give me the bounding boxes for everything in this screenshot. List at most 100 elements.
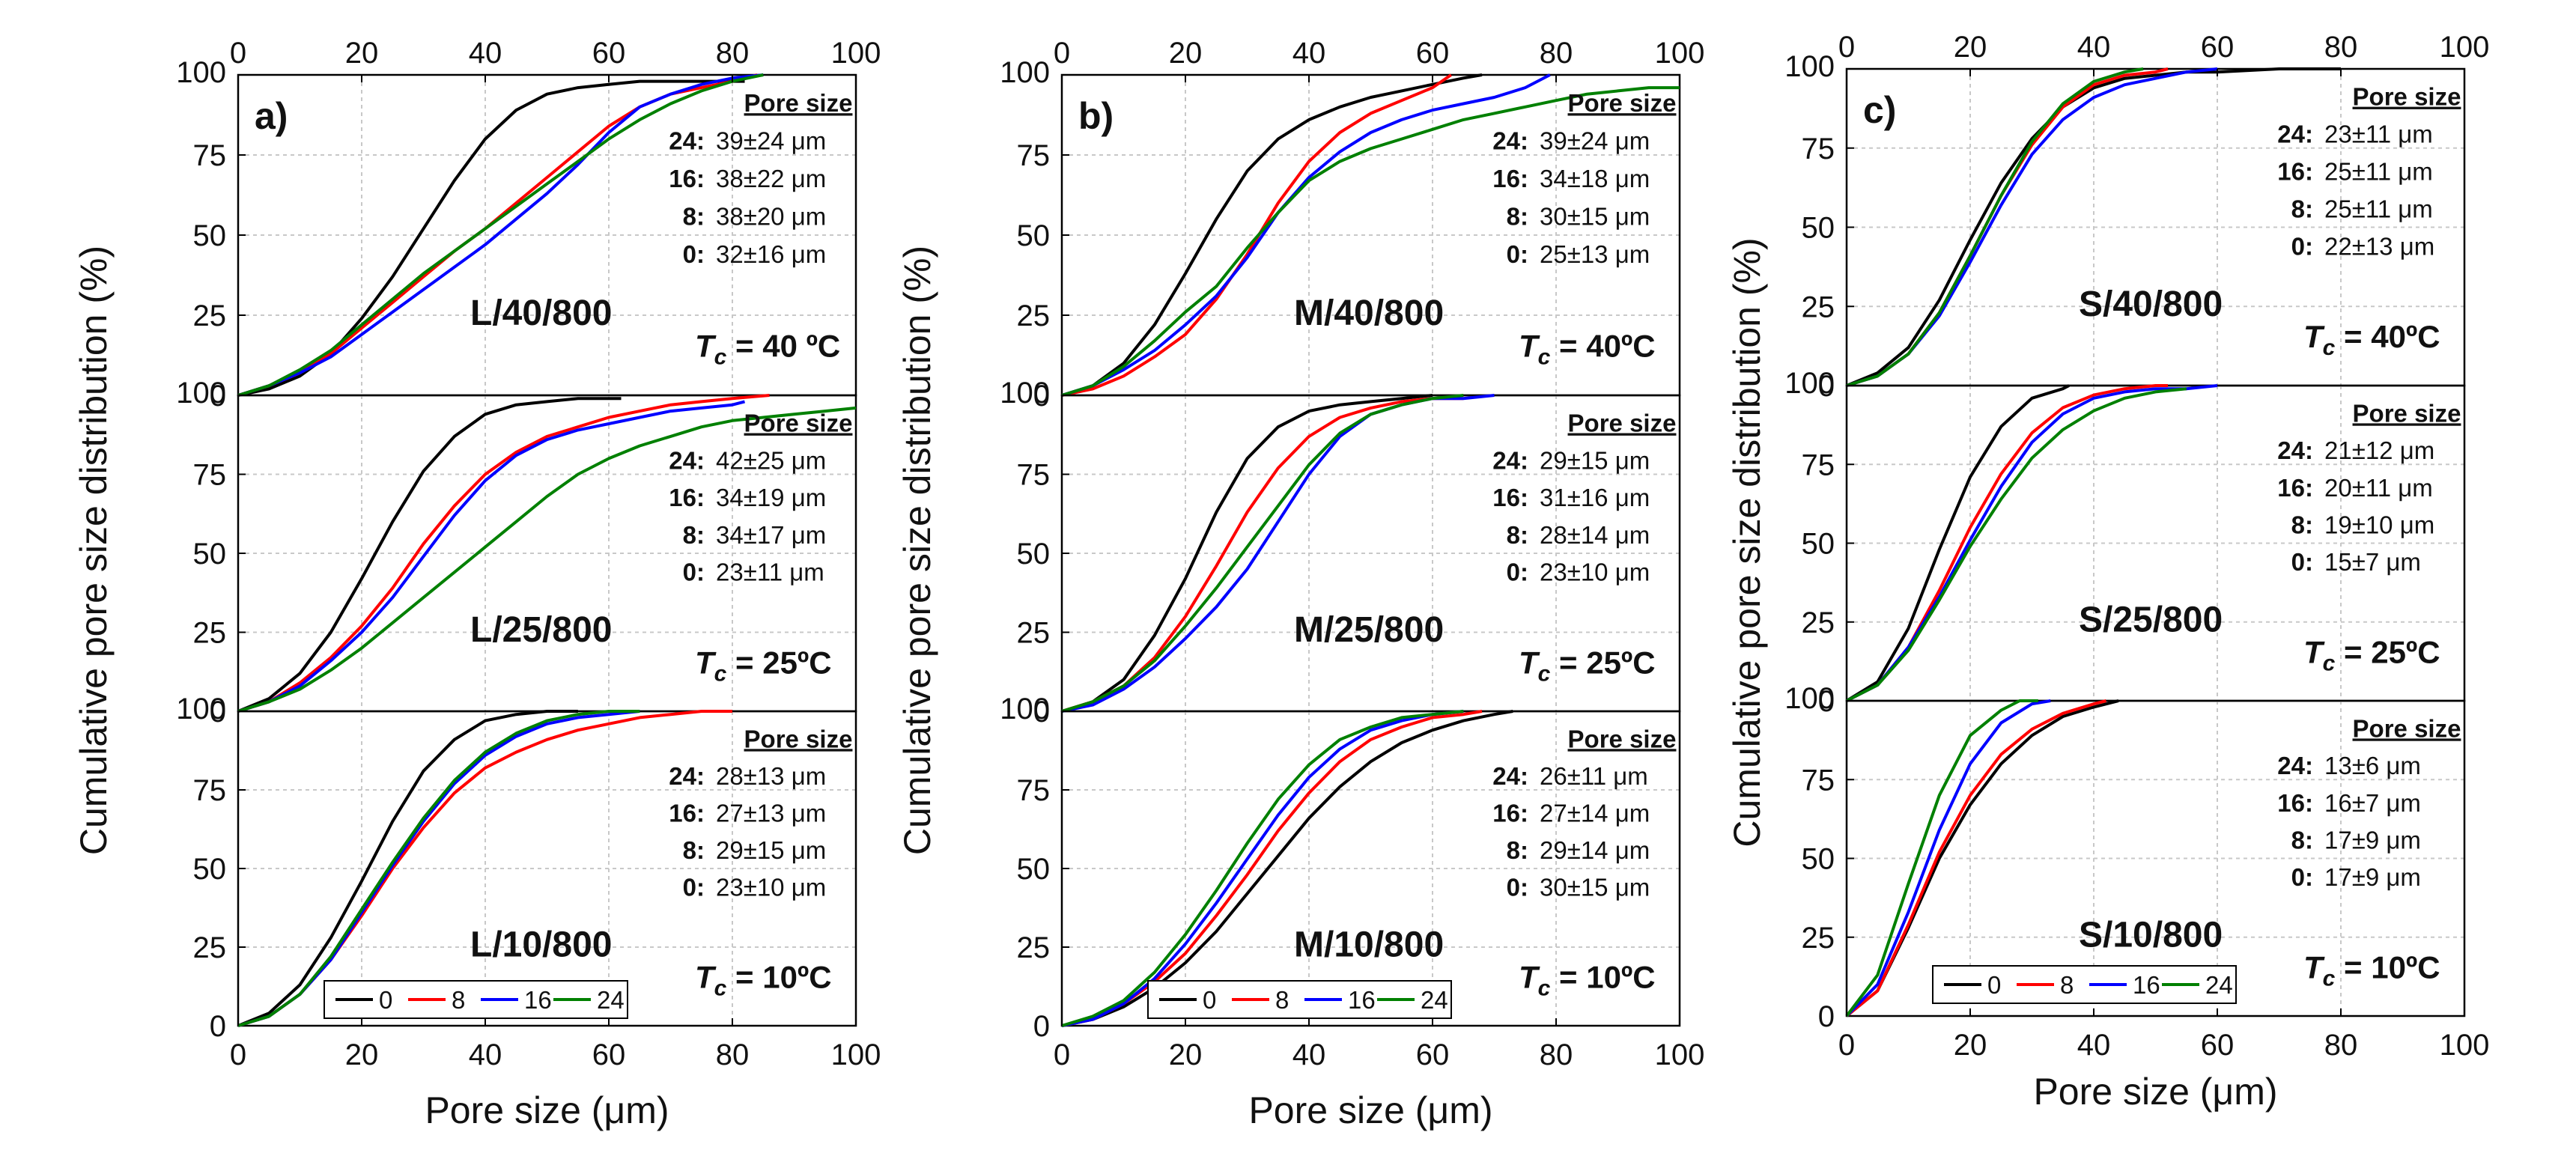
sample-label: S/10/800 (2079, 915, 2223, 955)
table-row-value: 31±16 μm (1540, 484, 1650, 511)
table-row-key: 0: (2291, 232, 2313, 260)
table-row-value: 30±15 μm (1540, 203, 1650, 231)
subplot-M/40/800: 0 25 50 75 100 Pore size 24: 39±24 μm 16: 34±18 μ… (1000, 56, 1681, 413)
subplot-L/10/800: 0 25 50 75 100 Pore size 24: 28±13 μm 16: 27±13 μ… (176, 693, 857, 1043)
table-row-key: 0: (683, 874, 705, 901)
sample-label: L/40/800 (470, 293, 612, 333)
tc-label: Tc = 10ºC (1519, 960, 1656, 1001)
panel-label: c) (1863, 89, 1896, 131)
series-line-16 (237, 73, 764, 397)
table-row-key: 8: (2291, 511, 2313, 538)
series-line-24 (237, 73, 764, 397)
table-row-key: 16: (2277, 789, 2313, 817)
subplot-S/25/800: 0 25 50 75 100 Pore size 24: 21±12 μm 16: 20±11 μ… (1784, 367, 2466, 718)
series-line-8 (237, 394, 770, 713)
y-tick-label: 100 (1000, 693, 1050, 725)
x-top-tick-label: 60 (592, 37, 626, 70)
legend-label-24: 24 (597, 986, 625, 1014)
subplot-L/25/800: 0 25 50 75 100 Pore size 24: 42±25 μm 16: 34±19 μ… (176, 377, 857, 728)
table-row-value: 22±13 μm (2324, 232, 2434, 260)
series-line-24 (1846, 387, 2187, 702)
y-tick-label: 75 (1017, 459, 1051, 492)
table-row-value: 39±24 μm (716, 127, 826, 155)
table-row-key: 8: (1507, 521, 1528, 549)
y-tick-label: 75 (1802, 448, 1835, 481)
x-top-tick-label: 60 (1416, 37, 1450, 70)
table-row-value: 38±20 μm (716, 203, 826, 231)
tc-label: Tc = 10ºC (695, 960, 832, 1001)
y-tick-label: 0 (210, 1010, 226, 1043)
panel-0: 0 25 50 75 100 Pore size 24: 39±24 μm 16: 38±22 μ… (73, 37, 881, 1131)
x-axis-label: Pore size (μm) (2033, 1071, 2277, 1113)
y-tick-label: 75 (1017, 139, 1051, 172)
tc-label: Tc = 40ºC (2303, 319, 2440, 360)
legend-label-16: 16 (1348, 986, 1376, 1014)
sample-label: M/25/800 (1294, 610, 1444, 650)
y-tick-label: 50 (193, 853, 227, 886)
table-row-key: 0: (1507, 874, 1528, 901)
y-tick-label: 100 (176, 693, 226, 725)
table-title: Pore size (1568, 725, 1677, 752)
x-top-tick-label: 100 (2440, 31, 2490, 64)
series-line-16 (1061, 73, 1551, 397)
y-axis-label: Cumulative pore size distribution (%) (1726, 237, 1768, 847)
series-line-0 (237, 397, 622, 713)
x-top-tick-label: 20 (1954, 31, 1987, 64)
table-title: Pore size (2353, 714, 2461, 742)
y-tick-label: 75 (1802, 133, 1835, 165)
x-bottom-tick-label: 100 (1655, 1038, 1705, 1071)
x-bottom-tick-label: 80 (2324, 1029, 2358, 1062)
table-row-value: 28±14 μm (1540, 521, 1650, 549)
x-top-tick-label: 100 (1655, 37, 1705, 70)
table-row-value: 23±11 μm (2324, 121, 2433, 148)
y-tick-label: 100 (176, 56, 226, 89)
table-row-key: 8: (683, 521, 705, 549)
table-row-key: 0: (1507, 559, 1528, 586)
legend-label-0: 0 (1203, 986, 1216, 1014)
table-title: Pore size (744, 410, 853, 437)
table-row-value: 23±11 μm (716, 559, 824, 586)
table-row-key: 24: (2277, 121, 2313, 148)
y-tick-label: 25 (1802, 922, 1835, 955)
series-line-24 (1061, 710, 1464, 1027)
x-axis-label: Pore size (μm) (1248, 1089, 1492, 1131)
y-tick-label: 75 (193, 459, 227, 492)
sample-label: L/25/800 (470, 610, 612, 650)
table-row-key: 24: (1492, 446, 1528, 474)
table-row-value: 32±16 μm (716, 240, 826, 268)
tc-label: Tc = 25ºC (1519, 645, 1656, 686)
table-row-key: 16: (669, 799, 705, 827)
table-row-key: 16: (1492, 484, 1528, 511)
table-row-key: 16: (1492, 799, 1528, 827)
y-tick-label: 50 (1802, 528, 1835, 561)
y-tick-label: 0 (1818, 685, 1835, 718)
table-row-key: 0: (1507, 240, 1528, 268)
x-bottom-tick-label: 20 (1169, 1038, 1203, 1071)
table-row-key: 16: (2277, 474, 2313, 502)
y-axis-label: Cumulative pore size distribution (%) (73, 246, 115, 855)
table-row-value: 27±13 μm (716, 799, 826, 827)
x-top-tick-label: 0 (230, 37, 246, 70)
y-tick-label: 100 (1784, 682, 1835, 715)
series-line-24 (1846, 67, 2144, 387)
y-tick-label: 75 (193, 139, 227, 172)
table-row-key: 8: (2291, 195, 2313, 222)
table-row-value: 25±11 μm (2324, 157, 2433, 185)
x-axis-label: Pore size (μm) (425, 1089, 669, 1131)
x-bottom-tick-label: 40 (2077, 1029, 2111, 1062)
tc-label: Tc = 25ºC (2303, 634, 2440, 675)
legend: 0 8 16 24 (1932, 965, 2237, 1004)
x-bottom-tick-label: 20 (345, 1038, 379, 1071)
table-row-value: 28±13 μm (716, 762, 826, 790)
tc-label: Tc = 40 ºC (695, 329, 840, 370)
table-title: Pore size (744, 89, 853, 117)
table-row-value: 26±11 μm (1540, 762, 1648, 790)
table-row-key: 24: (2277, 752, 2313, 779)
table-row-key: 8: (2291, 826, 2313, 854)
sample-label: M/40/800 (1294, 293, 1444, 333)
table-row-value: 29±14 μm (1540, 836, 1650, 864)
x-top-tick-label: 0 (1838, 31, 1855, 64)
table-row-key: 16: (669, 165, 705, 192)
table-row-key: 24: (669, 762, 705, 790)
